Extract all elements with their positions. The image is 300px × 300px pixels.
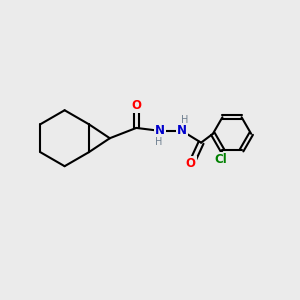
Text: O: O [186, 157, 196, 170]
Text: Cl: Cl [214, 153, 227, 167]
Text: N: N [177, 124, 187, 137]
Text: O: O [131, 99, 141, 112]
Text: N: N [155, 124, 165, 137]
Text: H: H [181, 115, 189, 125]
Text: H: H [155, 137, 162, 147]
